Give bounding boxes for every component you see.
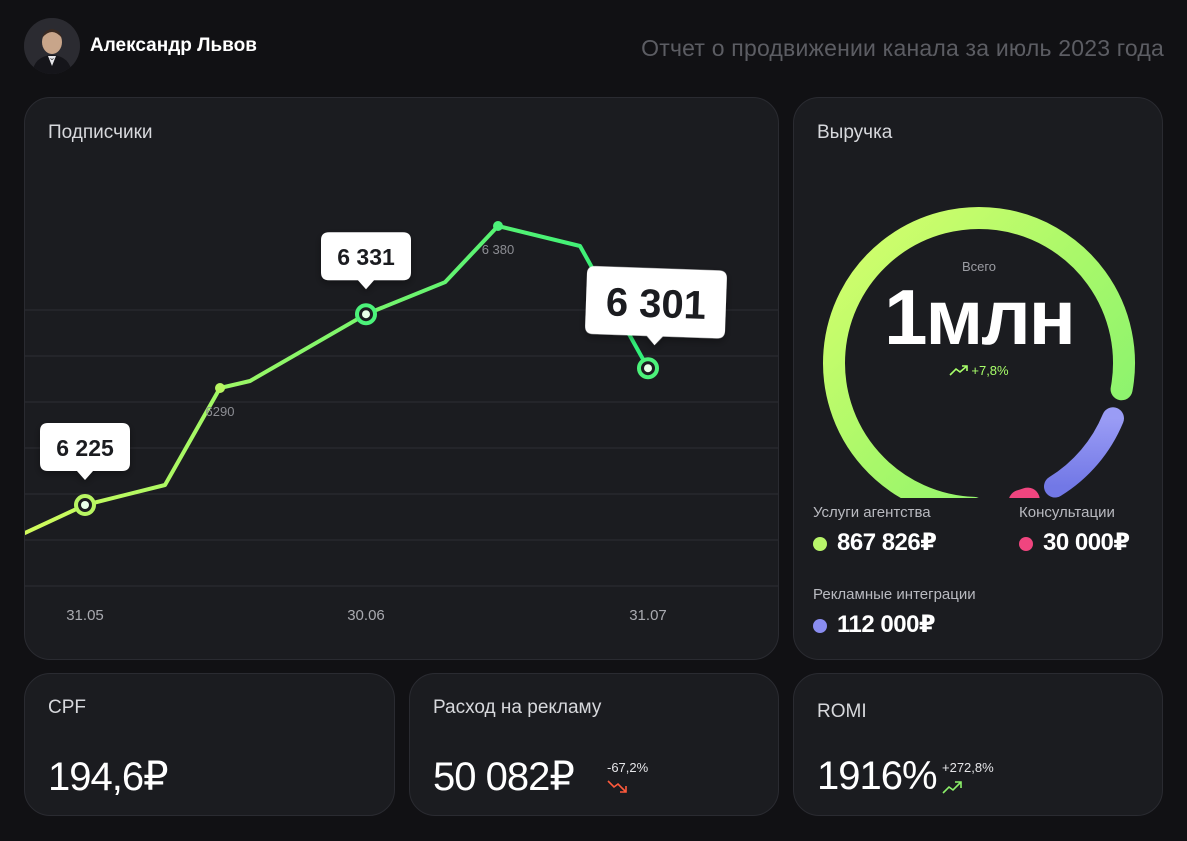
legend-dot-ad-integrations <box>813 619 827 633</box>
cpf-value: 194,6₽ <box>48 755 169 799</box>
callout-bubble <box>585 266 727 346</box>
legend-value-consulting: 30 000₽ <box>1043 529 1130 556</box>
subscribers-chart: 6 225 6290 6 331 6 380 6 301 31.05 30.06 31.07 <box>25 221 778 624</box>
ad-spend-value: 50 082₽ <box>433 755 575 799</box>
subscribers-series-line <box>25 224 650 535</box>
user-name: Александр Львов <box>90 35 257 56</box>
callout-value: 6 225 <box>56 435 114 461</box>
avatar-photo-icon <box>24 18 80 74</box>
data-callout: 6 331 <box>321 232 411 290</box>
legend-value-ad-integrations: 112 000₽ <box>837 611 936 638</box>
x-tick-label: 30.06 <box>347 607 385 624</box>
cpf-title: CPF <box>48 697 86 718</box>
donut-slice[interactable] <box>1044 407 1124 498</box>
cpf-card: CPF 194,6₽ <box>24 673 395 816</box>
data-callout: 6 225 <box>40 423 130 480</box>
legend-dot-consulting <box>1019 537 1033 551</box>
legend-label-agency: Услуги агентства <box>813 504 931 521</box>
trend-up-icon <box>949 365 969 376</box>
ad-spend-card: Расход на рекламу 50 082₽ -67,2% <box>409 673 779 816</box>
revenue-total-label: Всего <box>961 259 997 274</box>
revenue-total-value: 1млн <box>884 273 1076 361</box>
callout-value: 6 301 <box>605 280 707 327</box>
data-label: 6 380 <box>482 242 515 257</box>
romi-value: 1916% <box>817 754 938 798</box>
x-tick-label: 31.07 <box>629 607 667 624</box>
trend-down-icon <box>607 780 627 793</box>
avatar[interactable] <box>24 18 80 74</box>
trend-up-icon <box>942 781 962 794</box>
subscribers-title: Подписчики <box>48 122 153 143</box>
revenue-donut-chart <box>823 207 1135 498</box>
data-label: 6290 <box>206 404 235 419</box>
revenue-title: Выручка <box>817 122 893 143</box>
revenue-growth: +7,8% <box>794 363 1162 378</box>
revenue-card: Выручка Всего 1млн +7,8% Услуги агентств… <box>793 97 1163 660</box>
romi-card: ROMI 1916% +272,8% <box>793 673 1163 816</box>
callout-bubble <box>321 232 411 290</box>
x-tick-label: 31.05 <box>66 607 104 624</box>
data-point-center <box>81 501 89 509</box>
ad-spend-title: Расход на рекламу <box>433 697 602 718</box>
legend-label-consulting: Консультации <box>1019 504 1115 521</box>
subscribers-card: Подписчики 6 225 6290 6 331 6 380 6 301 31.0… <box>24 97 779 660</box>
callout-bubble <box>40 423 130 480</box>
ad-spend-delta: -67,2% <box>607 760 649 775</box>
report-title: Отчет о продвижении канала за июль 2023 … <box>641 35 1164 61</box>
data-point[interactable] <box>493 221 503 231</box>
callout-value: 6 331 <box>337 244 395 270</box>
legend-dot-agency <box>813 537 827 551</box>
data-point-center <box>362 310 370 319</box>
legend-label-ad-integrations: Рекламные интеграции <box>813 586 976 603</box>
romi-delta: +272,8% <box>942 760 994 775</box>
data-point[interactable] <box>215 383 225 393</box>
legend-value-agency: 867 826₽ <box>837 529 937 556</box>
data-point-center <box>644 364 652 373</box>
revenue-growth-value: +7,8% <box>971 363 1009 378</box>
donut-slice[interactable] <box>823 207 1135 498</box>
data-callout: 6 301 <box>585 266 727 346</box>
romi-title: ROMI <box>817 701 867 722</box>
header: Александр Львов Отчет о продвижении кана… <box>0 0 1187 96</box>
